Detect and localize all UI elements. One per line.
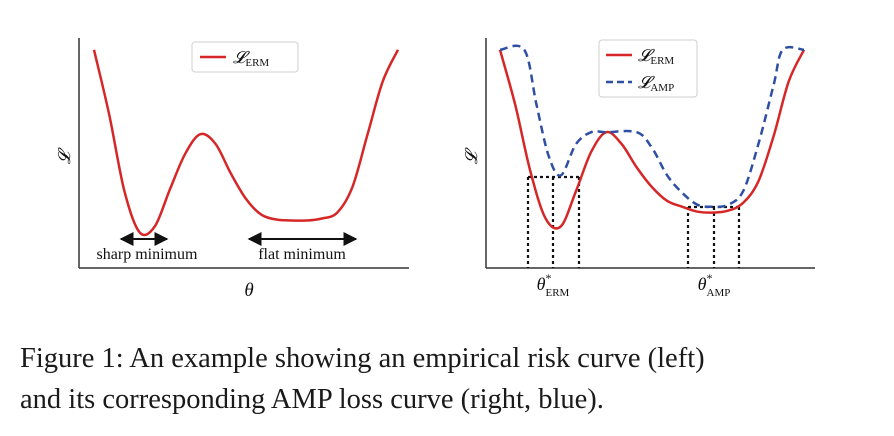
right-y-axis-label: 𝓛 [462, 147, 481, 164]
flat-minimum-label: flat minimum [258, 246, 346, 263]
right-legend-label-erm-sub: ERM [650, 55, 674, 67]
right-legend-label-amp-sub: AMP [650, 82, 674, 94]
amp-min-box [686, 205, 741, 268]
right-legend: 𝓛ERM 𝓛AMP [598, 39, 698, 98]
left-erm-curve [92, 49, 400, 237]
right-legend-label-amp: 𝓛AMP [638, 73, 674, 94]
tick-amp-sub: AMP [707, 287, 731, 299]
figure-caption: Figure 1: An example showing an empirica… [20, 338, 880, 420]
caption-line-2: and its corresponding AMP loss curve (ri… [20, 384, 604, 415]
left-y-axis-label: 𝓛 [55, 147, 74, 164]
left-x-axis-label: θ [244, 280, 253, 301]
sharp-minimum-label: sharp minimum [97, 246, 198, 263]
left-chart: 𝓛 θ 𝓛ERM sharp minimum flat minimum [55, 38, 409, 301]
tick-erm-sub: ERM [546, 287, 570, 299]
erm-min-box [526, 175, 581, 268]
tick-label-theta-amp: θ* AMP [698, 271, 731, 299]
right-erm-curve [498, 49, 806, 230]
tick-label-theta-erm: θ* ERM [537, 271, 570, 299]
right-chart: 𝓛 𝓛ERM 𝓛AMP θ* ERM [462, 38, 815, 299]
tick-amp-sup: * [707, 271, 713, 285]
left-legend-label-sub: ERM [245, 57, 269, 69]
left-legend-box [191, 41, 299, 73]
caption-line-1: Figure 1: An example showing an empirica… [20, 343, 705, 374]
tick-erm-main: θ [537, 274, 546, 294]
tick-erm-sup: * [546, 271, 552, 285]
tick-amp-main: θ [698, 274, 707, 294]
left-legend: 𝓛ERM [191, 41, 299, 73]
